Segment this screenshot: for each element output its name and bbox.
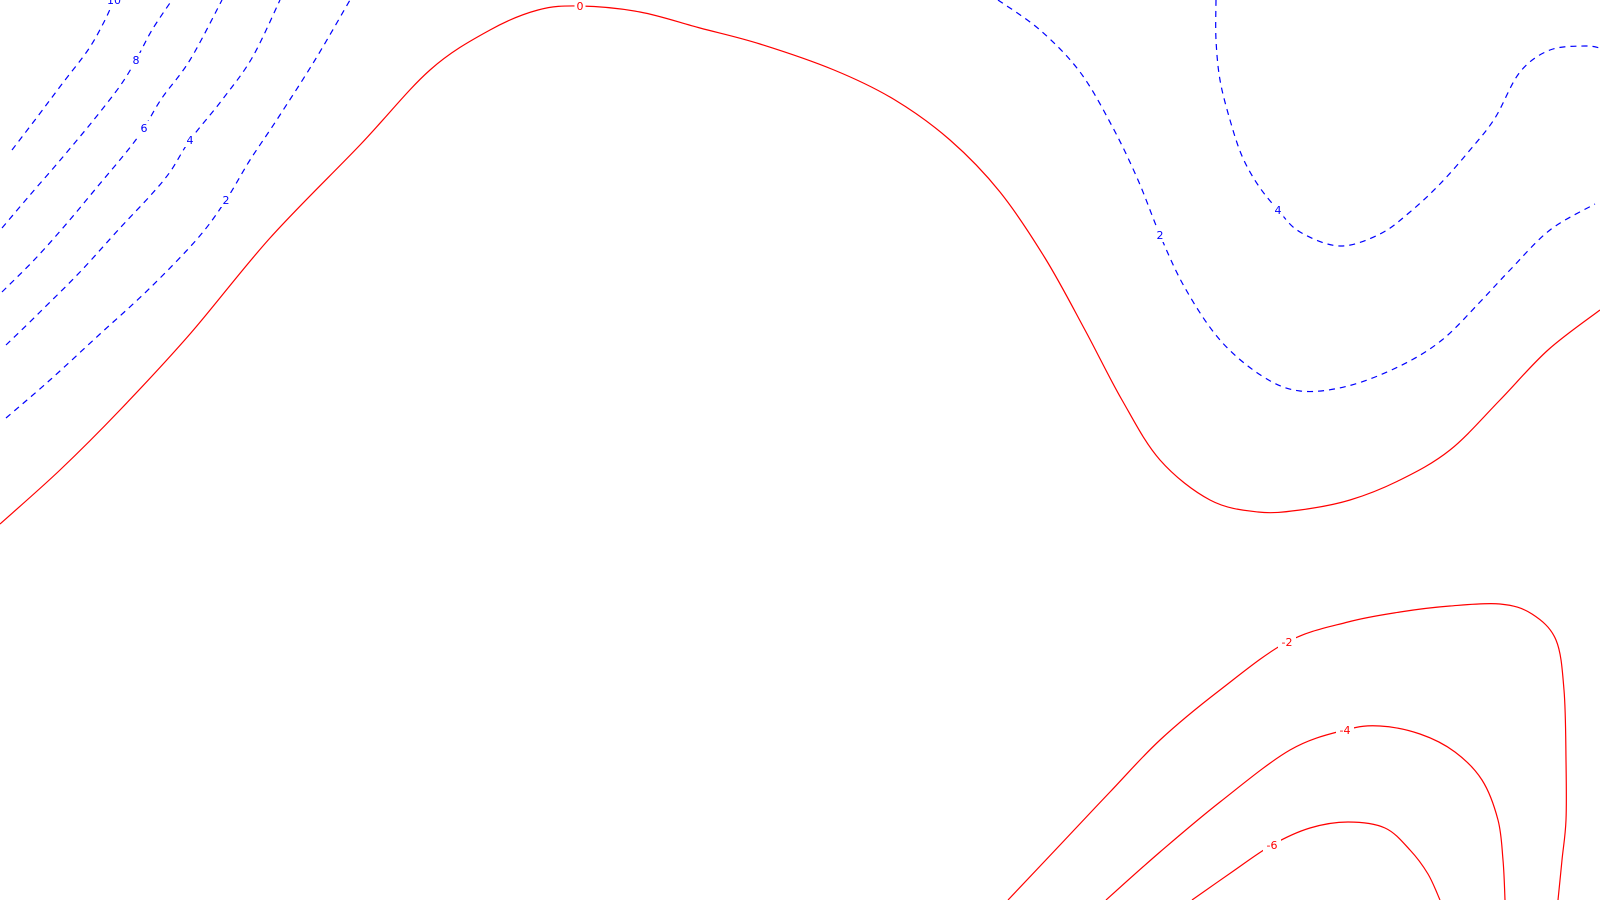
- contour-label-background: [130, 53, 142, 67]
- contour-line-level-neg4: [1105, 725, 1506, 900]
- contour-label: 4: [187, 134, 194, 147]
- contour-label-background: [184, 133, 196, 147]
- contour-label-background: [105, 0, 123, 7]
- contour-label: 2: [223, 194, 230, 207]
- contour-label: 0: [577, 0, 584, 13]
- contour-line-level-0: [0, 5, 1600, 525]
- contour-line-level-neg2: [1007, 602, 1567, 900]
- contour-label-background: [1272, 203, 1284, 217]
- contour-label-background: [1154, 228, 1166, 242]
- contour-labels: 10 8 6 4 2 0 2 4 -2 -4 -6: [105, 0, 1354, 852]
- contour-label-background: [138, 121, 150, 135]
- contour-line-level-8: [1, 0, 173, 229]
- contour-label-background: [1263, 838, 1281, 852]
- contour-label: -2: [1282, 636, 1293, 649]
- contour-label: 2: [1157, 229, 1164, 242]
- contour-label: -4: [1340, 724, 1351, 737]
- contour-line-level-10: [11, 0, 115, 151]
- contour-line-level-4: [1215, 0, 1600, 247]
- contour-label: 6: [141, 122, 148, 135]
- contour-label: 10: [107, 0, 121, 7]
- contour-label: -6: [1267, 839, 1278, 852]
- contour-line-level-6: [1, 0, 223, 293]
- contour-label-background: [220, 193, 232, 207]
- contour-label: 4: [1275, 204, 1282, 217]
- contour-line-level-4: [5, 0, 281, 346]
- contour-label-background: [1278, 635, 1296, 649]
- contour-line-level-2: [997, 0, 1596, 393]
- contour-label-background: [1336, 723, 1354, 737]
- contour-line-level-neg6: [1191, 821, 1441, 900]
- contour-label-background: [574, 0, 586, 13]
- contour-label: 8: [133, 54, 140, 67]
